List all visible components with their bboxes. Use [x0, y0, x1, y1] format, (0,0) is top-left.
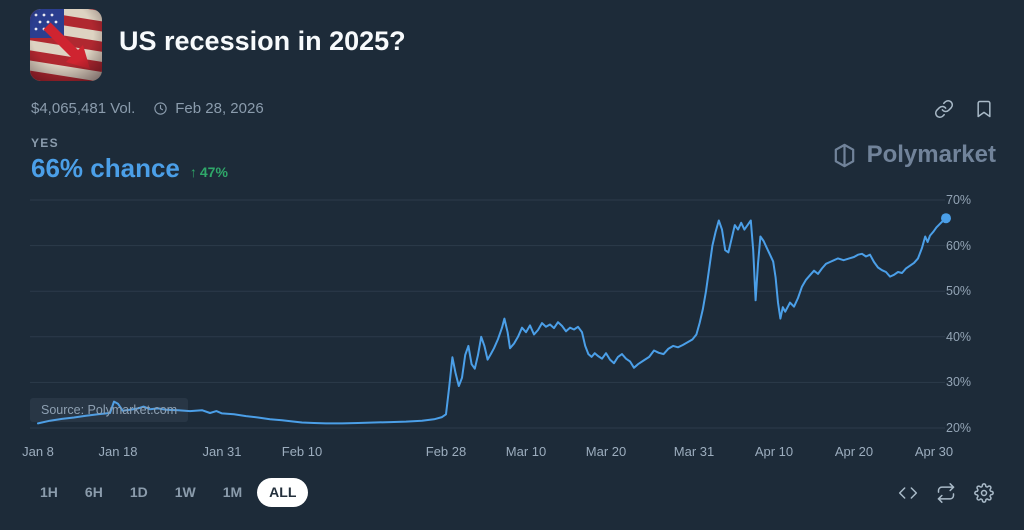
range-button-1h[interactable]: 1H	[28, 478, 70, 507]
polymarket-watermark: Polymarket	[831, 141, 996, 169]
price-chart-area: Source: Polymarket.com 70% 60% 50% 40% 30% 20…	[0, 192, 1024, 478]
x-axis-tick: Feb 10	[281, 444, 323, 459]
clock-icon	[154, 102, 167, 115]
settings-button[interactable]	[974, 483, 994, 503]
x-axis-tick: Apr 20	[834, 444, 874, 459]
y-axis-tick: 20%	[946, 421, 972, 435]
outcome-label: YES	[31, 136, 59, 150]
chart-tools	[898, 483, 994, 503]
copy-link-button[interactable]	[934, 99, 954, 119]
compare-button[interactable]	[936, 483, 956, 503]
x-axis-tick: Mar 20	[585, 444, 627, 459]
x-axis-tick: Jan 18	[98, 444, 138, 459]
x-axis-tick: Apr 30	[914, 444, 954, 459]
range-button-1w[interactable]: 1W	[163, 478, 208, 507]
range-button-all[interactable]: ALL	[257, 478, 309, 507]
outcome-summary: YES 66% chance ↑ 47%	[31, 136, 228, 184]
chart-toolbar: 1H 6H 1D 1W 1M ALL	[0, 476, 1024, 522]
x-axis-tick: Jan 8	[22, 444, 54, 459]
code-icon	[898, 487, 918, 499]
embed-code-button[interactable]	[898, 483, 918, 503]
bookmark-button[interactable]	[974, 99, 994, 119]
y-axis-tick: 30%	[946, 375, 972, 390]
swap-arrows-icon	[937, 483, 955, 503]
market-thumbnail	[30, 9, 102, 81]
market-actions	[934, 99, 994, 119]
x-axis-tick: Feb 28	[425, 444, 467, 459]
y-axis-tick: 70%	[946, 193, 972, 207]
market-meta: $4,065,481 Vol. Feb 28, 2026	[31, 100, 264, 117]
y-axis-tick: 60%	[946, 238, 972, 253]
x-axis-tick: Jan 31	[202, 444, 242, 459]
end-date-label: Feb 28, 2026	[175, 100, 264, 117]
x-axis-tick: Mar 31	[673, 444, 715, 459]
y-axis-tick: 50%	[946, 284, 972, 299]
volume-label: $4,065,481 Vol.	[31, 100, 136, 117]
us-flag-crash-image	[30, 9, 102, 81]
gear-icon	[974, 483, 994, 503]
range-button-1d[interactable]: 1D	[118, 478, 160, 507]
polymarket-wordmark: Polymarket	[866, 141, 996, 168]
market-title: US recession in 2025?	[119, 26, 406, 56]
source-watermark: Source: Polymarket.com	[30, 398, 189, 422]
time-range-selector: 1H 6H 1D 1W 1M ALL	[28, 478, 309, 507]
range-button-6h[interactable]: 6H	[73, 478, 115, 507]
price-line-chart[interactable]	[30, 192, 970, 442]
end-date: Feb 28, 2026	[153, 100, 264, 117]
link-icon	[934, 99, 954, 119]
chance-change: ↑ 47%	[190, 164, 228, 180]
chance-value: 66% chance	[31, 153, 180, 183]
polymarket-logo-icon	[834, 143, 854, 167]
x-axis-tick: Apr 10	[754, 444, 794, 459]
range-button-1m[interactable]: 1M	[211, 478, 254, 507]
y-axis-tick: 40%	[946, 329, 972, 344]
up-arrow-icon: ↑	[189, 164, 197, 180]
chance-change-value: 47%	[199, 164, 228, 180]
x-axis-tick: Mar 10	[505, 444, 547, 459]
bookmark-icon	[977, 100, 991, 118]
